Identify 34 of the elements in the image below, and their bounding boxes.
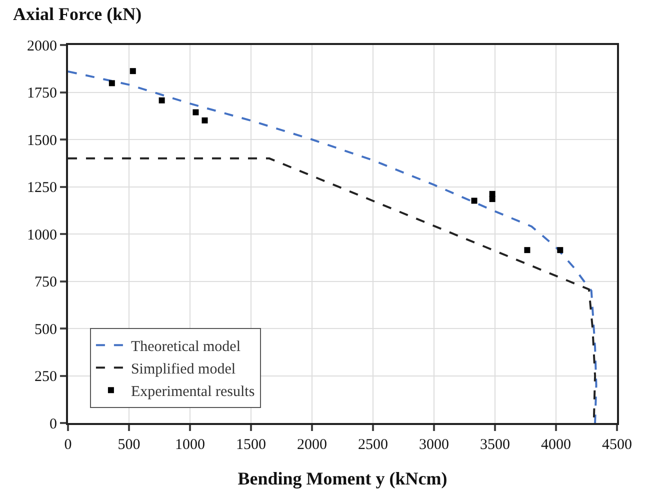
- y-tick-label: 0: [50, 416, 57, 432]
- x-tick-label: 4000: [541, 437, 571, 453]
- point: [192, 109, 199, 116]
- x-tick-label: 3000: [419, 437, 449, 453]
- legend-label: Experimental results: [130, 384, 255, 400]
- point: [158, 97, 165, 104]
- chart-title: Axial Force (kN): [12, 4, 142, 24]
- y-tick-label: 750: [34, 274, 57, 290]
- point: [557, 247, 564, 254]
- point: [471, 198, 478, 204]
- y-tick-label: 1750: [27, 86, 57, 102]
- x-tick-label: 2500: [358, 437, 388, 453]
- y-tick-label: 1000: [27, 227, 57, 244]
- x-tick-label: 1000: [175, 437, 205, 453]
- x-tick-label: 500: [118, 437, 140, 453]
- line-series: [68, 70, 598, 423]
- x-tick-label: 1500: [236, 437, 266, 453]
- x-tick-label: 0: [64, 437, 72, 453]
- y-tick-label: 2000: [27, 38, 57, 54]
- x-tick-label: 3500: [480, 437, 510, 453]
- point: [202, 117, 208, 124]
- y-tick-label: 500: [34, 322, 57, 338]
- x-axis-title: Bending Moment y (kNcm): [238, 468, 448, 489]
- y-tick-label: 1500: [27, 132, 57, 149]
- point: [524, 247, 530, 254]
- x-tick-label: 4500: [602, 437, 632, 453]
- legend-label: Theoretical model: [130, 338, 241, 355]
- point: [489, 190, 496, 197]
- point: [130, 68, 136, 74]
- y-tick-label: 250: [34, 369, 57, 385]
- legend-label: Simplified model: [130, 361, 236, 378]
- x-tick-label: 2000: [297, 437, 327, 453]
- y-tick-label: 1250: [27, 180, 57, 196]
- point: [108, 80, 115, 86]
